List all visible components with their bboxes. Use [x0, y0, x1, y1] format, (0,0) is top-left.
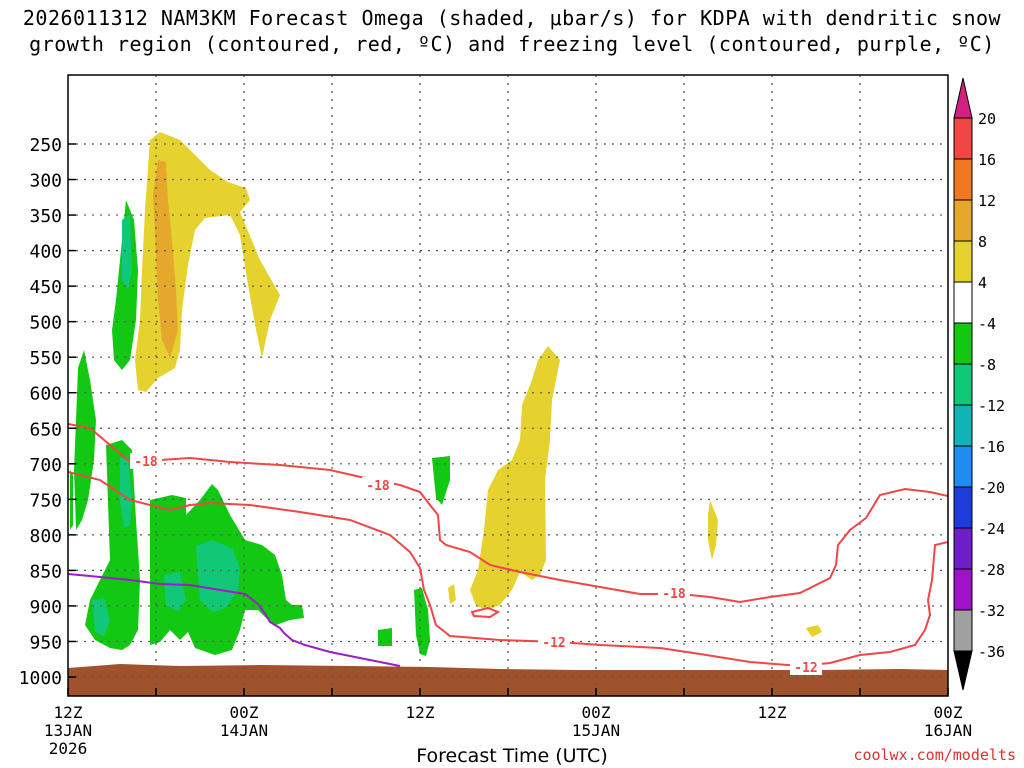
dgz-contours [68, 423, 948, 668]
chart-title-line-2: growth region (contoured, red, ºC) and f… [29, 32, 995, 56]
contour-label-5: -12 [794, 661, 817, 676]
x-tick-label: 16JAN [924, 721, 972, 740]
colorbar-swatch [953, 363, 973, 406]
omega-region-teal-b [122, 215, 132, 290]
x-axis-title: Forecast Time (UTC) [416, 745, 608, 767]
colorbar-label: -16 [978, 438, 1005, 456]
terrain-ground [68, 664, 948, 696]
chart-title-line-1: 2026011312 NAM3KM Forecast Omega (shaded… [22, 6, 1002, 30]
contour-label-2: -18 [366, 479, 390, 494]
colorbar-swatch [953, 445, 973, 488]
omega-shading [70, 132, 822, 656]
contour-label-1: -18 [134, 455, 158, 470]
colorbar-swatch [953, 199, 973, 242]
colorbar-label: -28 [978, 561, 1005, 579]
colorbar-swatch [953, 158, 973, 201]
colorbar-swatch [953, 281, 973, 324]
x-tick-label: 12Z [54, 703, 83, 722]
colorbar-label: 8 [978, 233, 987, 251]
y-tick-label: 600 [29, 384, 62, 405]
y-tick-label: 800 [29, 526, 62, 547]
y-tick-label: 450 [29, 277, 62, 298]
omega-region-green-a [74, 350, 96, 530]
y-axis: 250 300 350 400 450 500 550 600 650 700 750 800 850 9… [19, 135, 76, 689]
x-tick-label: 00Z [934, 703, 963, 722]
x-tick-label: 00Z [230, 703, 259, 722]
colorbar-label: 20 [978, 110, 996, 128]
colorbar-label: -12 [978, 397, 1005, 415]
omega-region-yellow-small-1 [708, 500, 718, 560]
x-tick-label: 14JAN [220, 721, 268, 740]
freezing-level-contour [67, 573, 401, 667]
omega-region-teal-a [120, 458, 132, 528]
colorbar-label: -8 [978, 356, 996, 374]
omega-region-teal-d [196, 540, 240, 612]
colorbar-label: -24 [978, 520, 1005, 538]
omega-region-yellow-small-2 [806, 625, 822, 637]
y-tick-label: 650 [29, 419, 62, 440]
credit-text: coolwx.com/modelts [853, 746, 1016, 764]
x-tick-label: 12Z [406, 703, 435, 722]
dgz-contour-upper [68, 423, 948, 604]
colorbar-label: -32 [978, 602, 1005, 620]
y-tick-label: 550 [29, 348, 62, 369]
colorbar-label: 16 [978, 151, 996, 169]
x-tick-label: 2026 [49, 739, 88, 758]
contour-label-4: -12 [542, 636, 565, 651]
dgz-contour-closed [470, 606, 501, 619]
y-tick-label: 300 [29, 171, 62, 192]
colorbar-label: -36 [978, 643, 1005, 661]
y-tick-label: 500 [29, 313, 62, 334]
y-tick-label: 850 [29, 561, 62, 582]
omega-region-teal-c [92, 598, 110, 636]
colorbar-swatch [953, 404, 973, 447]
colorbar-swatch [953, 486, 973, 529]
colorbar-swatch [953, 117, 973, 160]
colorbar-label: 4 [978, 274, 987, 292]
y-tick-label: 750 [29, 490, 62, 511]
colorbar-label: -4 [978, 315, 996, 333]
colorbar-label: 12 [978, 192, 996, 210]
y-tick-label: 1000 [19, 668, 62, 689]
colorbar-swatch [953, 322, 973, 365]
omega-region-teal-e [164, 572, 186, 612]
omega-region-yellow-small-3 [448, 584, 456, 604]
x-tick-label: 13JAN [44, 721, 92, 740]
contour-label-3: -18 [662, 587, 686, 602]
colorbar-swatch [953, 568, 973, 611]
omega-region-green-g [414, 588, 430, 656]
colorbar-arrow-bottom [953, 650, 973, 691]
x-tick-label: 12Z [758, 703, 787, 722]
chart-grid [68, 75, 948, 696]
colorbar-swatch [953, 240, 973, 283]
colorbar: 20 16 12 8 4 -4 -8 -12 -16 -20 -24 -28 -32 -36 [953, 77, 1005, 691]
y-tick-label: 900 [29, 597, 62, 618]
x-tick-label: 00Z [582, 703, 611, 722]
dgz-contour-lower [68, 471, 948, 668]
colorbar-arrow-top [953, 77, 973, 119]
omega-region-green-f [432, 456, 450, 505]
y-tick-label: 350 [29, 206, 62, 227]
y-tick-label: 950 [29, 632, 62, 653]
y-tick-label: 700 [29, 455, 62, 476]
contour-labels: -18 -18 -18 -12 -12 [130, 453, 822, 676]
colorbar-swatch [953, 609, 973, 652]
x-tick-label: 15JAN [572, 721, 620, 740]
colorbar-label: -20 [978, 479, 1005, 497]
y-tick-label: 250 [29, 135, 62, 156]
y-tick-label: 400 [29, 242, 62, 263]
colorbar-swatch [953, 527, 973, 570]
omega-region-orange-upper [153, 160, 178, 358]
omega-region-yellow-mid [470, 346, 560, 610]
omega-region-green-h [378, 628, 392, 646]
